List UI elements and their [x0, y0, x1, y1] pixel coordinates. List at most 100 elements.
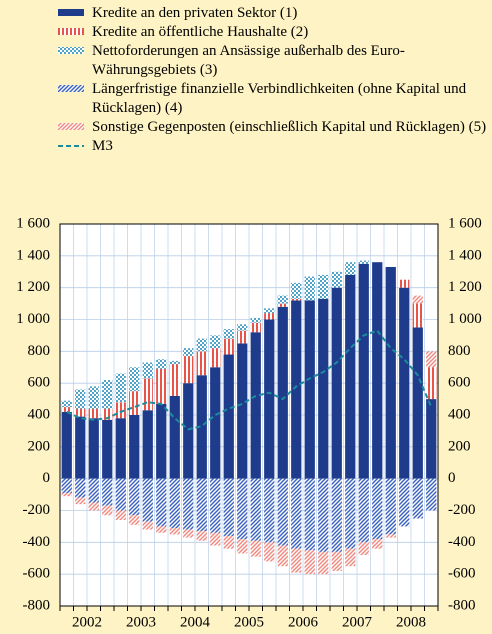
bar-segment [277, 478, 288, 546]
bar-segment [237, 478, 248, 540]
bar-segment [318, 478, 329, 552]
bar-segment [277, 303, 288, 307]
m3-line [66, 329, 433, 431]
bar-segment [426, 351, 437, 368]
bar-segment [115, 402, 126, 419]
legend-item: Längerfristige finanzielle Verbindlichke… [58, 80, 488, 118]
bar-segment [412, 478, 423, 519]
bar-segment [291, 298, 302, 301]
bar-segment [61, 400, 72, 408]
bar-segment [264, 308, 275, 314]
bar-segment [115, 478, 126, 511]
bar-segment [75, 497, 86, 505]
bar-segment [250, 317, 261, 323]
bar-segment [358, 260, 369, 264]
legend-label: Kredite an öffentliche Haushalte (2) [92, 24, 309, 40]
y2-tick-label: -600 [448, 566, 476, 582]
y2-tick-label: 600 [448, 375, 471, 391]
bar-segment [142, 362, 153, 379]
y2-tick-label: 200 [448, 438, 471, 454]
bar-segment [196, 478, 207, 532]
bar-segment [277, 545, 288, 567]
bar-segment [223, 338, 234, 355]
bar-segment [169, 395, 180, 479]
bar-segment [129, 391, 140, 415]
bar-segment [358, 478, 369, 543]
swatch-rect [58, 47, 84, 54]
bar-segment [156, 368, 167, 404]
bar-segment [237, 330, 248, 344]
swatch-rect [58, 9, 84, 16]
bar-segment [331, 271, 342, 288]
bar-segment [183, 478, 194, 530]
y2-tick-label: 800 [448, 343, 471, 359]
legend-label: M3 [92, 138, 113, 154]
bar-segment [277, 306, 288, 479]
bar-segment [264, 478, 275, 543]
y2-tick-label: 1 400 [448, 247, 482, 263]
y2-tick-label: 1 200 [448, 279, 482, 295]
bar-segment [264, 319, 275, 479]
x-tick-label: 2005 [234, 614, 264, 630]
x-tick-label: 2006 [288, 614, 319, 630]
bar-segment [250, 332, 261, 479]
bar-segment [264, 542, 275, 562]
bar-segment [304, 300, 315, 479]
bar-segment [291, 548, 302, 573]
bar-segment [169, 528, 180, 535]
bar-segment [156, 478, 167, 527]
bar-segment [385, 266, 396, 479]
bar-segment [102, 478, 113, 506]
legend-item: Sonstige Gegenposten (einschließlich Kap… [58, 118, 488, 137]
bar-segment [88, 502, 99, 511]
bar-segment [372, 262, 383, 479]
bar-segment [129, 415, 140, 479]
bar-segment [75, 478, 86, 498]
legend-item: Nettoforderungen an Ansässige außerhalb … [58, 42, 488, 80]
legend-swatch [58, 123, 84, 130]
bar-segment [88, 478, 99, 503]
y-tick-label: 1 200 [16, 279, 50, 295]
y-tick-label: 400 [28, 406, 51, 422]
bar-segment [129, 367, 140, 392]
x-tick-label: 2002 [72, 614, 102, 630]
bar-segment [210, 478, 221, 533]
bar-segment [385, 478, 396, 535]
y2-tick-label: -400 [448, 534, 476, 550]
bar-segment [61, 407, 72, 412]
bar-segment [142, 478, 153, 522]
bar-segment [169, 478, 180, 529]
swatch-rect [58, 123, 84, 130]
bar-segment [412, 295, 423, 304]
bar-segment [61, 478, 72, 493]
bar-segment [196, 531, 207, 541]
y-tick-label: -200 [23, 502, 51, 518]
bar-segment [426, 478, 437, 511]
x-tick-label: 2004 [180, 614, 211, 630]
bar-segment [223, 354, 234, 479]
bar-segment [183, 348, 194, 357]
bar-segment [318, 274, 329, 299]
y2-tick-label: 400 [448, 406, 471, 422]
bar-segment [412, 327, 423, 479]
y-tick-label: 200 [28, 438, 51, 454]
bar-segment [291, 478, 302, 549]
y2-tick-label: 1 000 [448, 311, 482, 327]
bar-segment [318, 551, 329, 575]
bar-segment [102, 505, 113, 516]
bar-segment [250, 478, 261, 541]
bar-segment [385, 534, 396, 538]
bar-segment [426, 399, 437, 479]
bar-segment [210, 348, 221, 368]
y2-tick-label: -200 [448, 502, 476, 518]
swatch-rect [58, 28, 84, 35]
bar-segment [102, 379, 113, 409]
legend: Kredite an den privaten Sektor (1) Kredit… [58, 4, 488, 156]
bar-segment [237, 343, 248, 479]
bar-segment [142, 521, 153, 530]
bar-segment [61, 492, 72, 497]
bar-segment [399, 279, 410, 288]
bar-segment [331, 551, 342, 571]
bar-segment [115, 373, 126, 403]
